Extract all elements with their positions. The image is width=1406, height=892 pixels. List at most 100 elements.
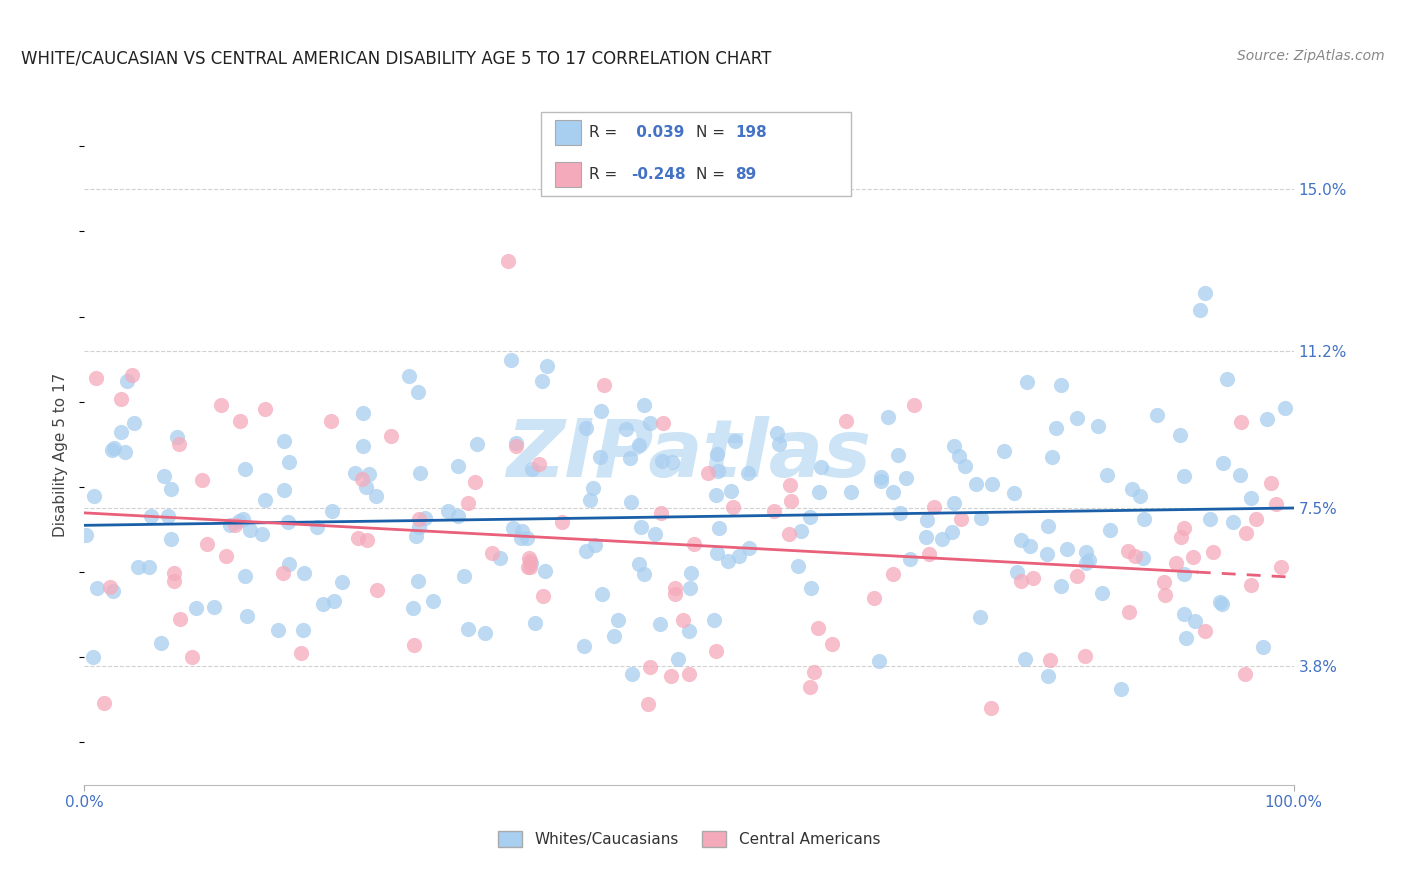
Point	[1123, 549, 1146, 564]
Point	[1077, 553, 1099, 567]
Point	[496, 254, 519, 268]
Point	[292, 566, 315, 580]
Point	[252, 527, 274, 541]
Point	[922, 500, 945, 515]
Point	[633, 398, 655, 412]
Point	[882, 567, 904, 582]
Legend: Whites/Caucasians, Central Americans: Whites/Caucasians, Central Americans	[492, 825, 886, 854]
Point	[229, 414, 252, 428]
Point	[344, 466, 367, 480]
Point	[1274, 401, 1296, 416]
Point	[166, 430, 188, 444]
Point	[273, 434, 295, 449]
Point	[779, 478, 801, 492]
Point	[209, 398, 232, 412]
Point	[93, 696, 115, 710]
Point	[398, 369, 420, 384]
Point	[993, 444, 1015, 458]
Point	[180, 650, 202, 665]
Point	[169, 612, 191, 626]
Point	[127, 560, 149, 574]
Point	[103, 584, 125, 599]
Point	[707, 464, 730, 478]
Point	[787, 558, 810, 573]
Point	[103, 442, 125, 456]
Point	[868, 654, 890, 668]
Point	[236, 609, 259, 624]
Point	[235, 462, 257, 476]
Point	[1209, 595, 1232, 609]
Point	[516, 531, 538, 545]
Point	[520, 556, 543, 570]
Point	[517, 559, 540, 574]
Point	[1050, 579, 1073, 593]
Point	[141, 509, 163, 524]
Point	[652, 416, 675, 430]
Point	[347, 531, 370, 545]
Point	[953, 458, 976, 473]
Point	[628, 438, 651, 452]
Point	[765, 425, 787, 440]
Point	[1194, 285, 1216, 300]
Point	[620, 667, 643, 681]
Point	[679, 581, 702, 595]
Point	[1173, 469, 1195, 483]
Point	[717, 554, 740, 568]
Point	[1194, 624, 1216, 638]
Point	[228, 515, 250, 529]
Point	[1270, 560, 1292, 574]
Point	[408, 520, 430, 534]
Point	[724, 434, 747, 448]
Point	[1240, 491, 1263, 505]
Point	[1146, 408, 1168, 422]
Point	[650, 506, 672, 520]
Point	[637, 697, 659, 711]
Point	[481, 546, 503, 560]
Point	[1253, 640, 1275, 654]
Point	[1222, 515, 1244, 529]
Point	[882, 484, 904, 499]
Point	[75, 528, 97, 542]
Point	[1036, 519, 1059, 533]
Point	[863, 591, 886, 605]
Point	[877, 409, 900, 424]
Point	[121, 368, 143, 383]
Point	[894, 471, 917, 485]
Point	[575, 544, 598, 558]
Point	[402, 638, 425, 652]
Point	[1212, 456, 1234, 470]
Point	[630, 520, 652, 534]
Point	[664, 581, 686, 595]
Point	[1173, 521, 1195, 535]
Point	[1240, 577, 1263, 591]
Point	[254, 493, 277, 508]
Point	[408, 512, 430, 526]
Point	[1170, 530, 1192, 544]
Point	[160, 483, 183, 497]
Point	[536, 359, 558, 373]
Point	[232, 511, 254, 525]
Text: N =: N =	[696, 168, 730, 182]
Point	[1010, 574, 1032, 589]
Point	[159, 533, 181, 547]
Point	[167, 437, 190, 451]
Point	[1045, 421, 1067, 435]
Point	[1164, 556, 1187, 570]
Point	[1133, 512, 1156, 526]
Point	[1017, 376, 1039, 390]
Point	[603, 629, 626, 643]
Point	[408, 384, 430, 399]
Point	[898, 551, 921, 566]
Point	[488, 551, 510, 566]
Point	[551, 516, 574, 530]
Point	[291, 624, 314, 638]
Point	[406, 574, 429, 588]
Point	[941, 524, 963, 539]
Point	[307, 520, 329, 534]
Point	[457, 622, 479, 636]
Point	[501, 353, 523, 368]
Point	[531, 589, 554, 603]
Point	[703, 613, 725, 627]
Point	[903, 398, 925, 412]
Point	[915, 531, 938, 545]
